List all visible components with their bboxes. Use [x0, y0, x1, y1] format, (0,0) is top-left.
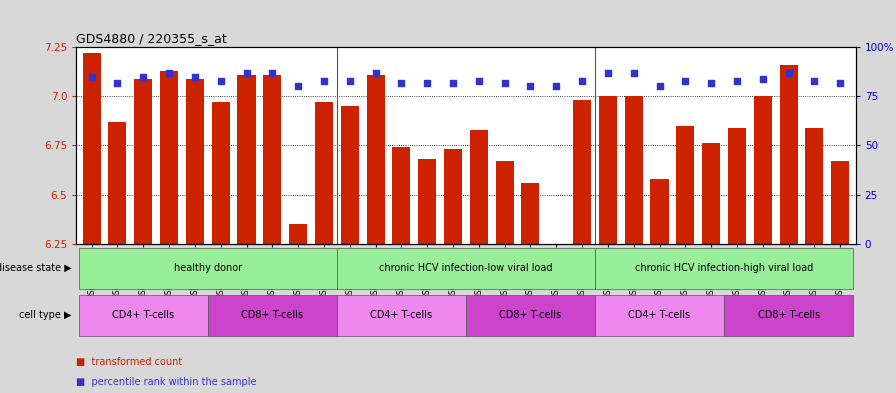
Point	[729, 77, 744, 84]
Bar	[573, 100, 591, 244]
Text: CD8+ T-cells: CD8+ T-cells	[499, 310, 562, 320]
Bar	[82, 53, 100, 244]
Bar	[366, 75, 384, 244]
Point	[265, 70, 280, 76]
Point	[342, 77, 357, 84]
Point	[678, 77, 693, 84]
FancyBboxPatch shape	[466, 295, 595, 336]
Bar	[211, 102, 229, 244]
Text: chronic HCV infection-low viral load: chronic HCV infection-low viral load	[379, 263, 553, 273]
Text: chronic HCV infection-high viral load: chronic HCV infection-high viral load	[635, 263, 814, 273]
Bar	[160, 71, 178, 244]
Bar	[392, 147, 410, 244]
FancyBboxPatch shape	[208, 295, 337, 336]
Bar	[728, 128, 746, 244]
Bar	[314, 102, 333, 244]
Text: CD8+ T-cells: CD8+ T-cells	[241, 310, 304, 320]
Bar	[237, 75, 255, 244]
Point	[317, 77, 332, 84]
Bar	[702, 143, 720, 244]
Bar	[625, 96, 642, 244]
Bar	[495, 161, 513, 244]
Bar	[340, 106, 358, 244]
Point	[162, 70, 177, 76]
FancyBboxPatch shape	[79, 295, 208, 336]
Text: CD4+ T-cells: CD4+ T-cells	[628, 310, 691, 320]
Bar	[650, 179, 668, 244]
Bar	[108, 122, 126, 244]
Point	[652, 83, 667, 90]
Bar	[289, 224, 307, 244]
Text: disease state ▶: disease state ▶	[0, 263, 72, 273]
FancyBboxPatch shape	[337, 248, 595, 288]
Text: healthy donor: healthy donor	[174, 263, 242, 273]
Point	[807, 77, 822, 84]
Text: ■  percentile rank within the sample: ■ percentile rank within the sample	[76, 377, 256, 387]
Point	[600, 70, 615, 76]
Point	[446, 79, 461, 86]
Bar	[134, 79, 152, 244]
FancyBboxPatch shape	[595, 295, 724, 336]
Text: CD4+ T-cells: CD4+ T-cells	[112, 310, 175, 320]
Text: CD4+ T-cells: CD4+ T-cells	[370, 310, 433, 320]
Point	[84, 73, 99, 80]
Point	[575, 77, 590, 84]
Text: cell type ▶: cell type ▶	[19, 310, 72, 320]
Point	[136, 73, 151, 80]
Bar	[599, 96, 617, 244]
Text: GDS4880 / 220355_s_at: GDS4880 / 220355_s_at	[76, 31, 227, 44]
Bar	[521, 183, 539, 244]
Point	[704, 79, 719, 86]
Point	[368, 70, 383, 76]
Point	[291, 83, 306, 90]
Bar	[470, 130, 487, 244]
Point	[188, 73, 202, 80]
Bar	[676, 126, 694, 244]
FancyBboxPatch shape	[337, 295, 466, 336]
FancyBboxPatch shape	[79, 248, 337, 288]
Point	[626, 70, 641, 76]
Point	[213, 77, 228, 84]
Point	[523, 83, 538, 90]
Text: CD8+ T-cells: CD8+ T-cells	[757, 310, 820, 320]
Point	[549, 83, 564, 90]
FancyBboxPatch shape	[595, 248, 853, 288]
Bar	[444, 149, 462, 244]
Bar	[831, 161, 849, 244]
Bar	[185, 79, 204, 244]
Point	[420, 79, 435, 86]
FancyBboxPatch shape	[724, 295, 853, 336]
Point	[833, 79, 848, 86]
Bar	[418, 159, 436, 244]
Point	[110, 79, 125, 86]
Point	[394, 79, 409, 86]
Point	[755, 75, 770, 82]
Text: ■  transformed count: ■ transformed count	[76, 358, 183, 367]
Bar	[806, 128, 823, 244]
Point	[471, 77, 486, 84]
Bar	[780, 65, 797, 244]
Point	[239, 70, 254, 76]
Point	[781, 70, 796, 76]
Point	[497, 79, 512, 86]
Bar	[263, 75, 281, 244]
Bar	[754, 96, 771, 244]
